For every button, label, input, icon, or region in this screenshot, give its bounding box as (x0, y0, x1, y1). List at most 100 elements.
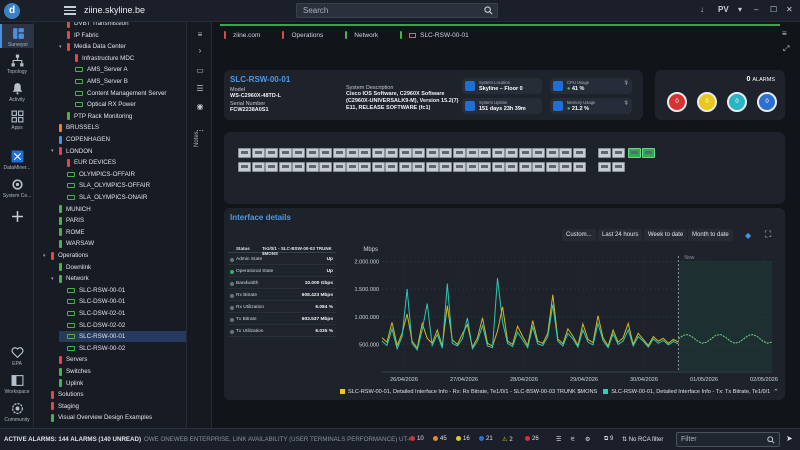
tree-item[interactable]: BRUSSELS (51, 122, 186, 133)
switch-port[interactable] (251, 162, 265, 172)
switch-port[interactable] (398, 148, 412, 158)
switch-port[interactable] (598, 162, 611, 172)
tree-item[interactable]: Uplink (51, 378, 186, 389)
switch-port[interactable] (425, 162, 439, 172)
tree-item[interactable]: Solutions (43, 389, 186, 400)
list-icon[interactable]: ☰ (196, 84, 204, 93)
legend-item[interactable]: SLC-RSW-00-01, Detailed Interface Info -… (340, 389, 597, 395)
severity-count[interactable]: ⚠ 2 (502, 436, 513, 443)
rail-community[interactable]: Community (0, 402, 34, 423)
series-line-tx[interactable] (381, 278, 679, 352)
switch-port[interactable] (572, 148, 586, 158)
rail-apps[interactable]: Apps (0, 110, 34, 131)
breadcrumb-item[interactable]: Operations (282, 31, 323, 39)
rca-filter[interactable]: ⇅ No RCA filter (622, 437, 664, 443)
switch-port[interactable] (319, 162, 332, 172)
switch-port[interactable] (319, 148, 332, 158)
monitor-icon[interactable]: ▭ (196, 66, 204, 75)
tree-item[interactable]: SLC-DSW-02-02 (59, 320, 186, 331)
tag-count[interactable]: ⧉ 9 (604, 436, 614, 442)
tree-item[interactable]: ▾ LONDON (51, 146, 186, 157)
switch-port[interactable] (371, 162, 385, 172)
time-range-button[interactable]: Month to date (688, 229, 733, 241)
tree-item[interactable]: SLA_OLYMPICS-ONAIR (59, 192, 186, 203)
user-avatar[interactable]: PV (718, 5, 729, 14)
tree-item[interactable]: MUNICH (51, 204, 186, 215)
switch-port[interactable] (559, 162, 572, 172)
rail-activity[interactable]: Activity (0, 82, 34, 103)
switch-port[interactable] (505, 162, 518, 172)
list-view-icon[interactable]: ☰ (556, 437, 562, 443)
tree-item[interactable]: SLC-RSW-00-02 (59, 343, 186, 354)
hamburger-menu-icon[interactable] (64, 4, 76, 16)
tree-item[interactable]: SLC-DSW-02-01 (59, 308, 186, 319)
switch-port-uplink[interactable] (641, 148, 655, 158)
chevron-down-icon[interactable]: ▾ (59, 43, 62, 50)
switch-port[interactable] (518, 162, 532, 172)
switch-port[interactable] (452, 148, 466, 158)
menu-icon[interactable]: ≡ (782, 29, 787, 38)
switch-port-uplink[interactable] (628, 148, 641, 158)
switch-port[interactable] (425, 148, 439, 158)
tree-item[interactable]: SLC-DSW-00-01 (59, 296, 186, 307)
switch-port[interactable] (611, 162, 625, 172)
alarm-warning-button[interactable]: 0 (757, 92, 777, 112)
severity-count[interactable]: 10 (410, 436, 424, 442)
breadcrumb-item[interactable]: ziine.com (224, 31, 260, 39)
expand-icon[interactable]: ⤢ (783, 44, 790, 53)
switch-port[interactable] (332, 162, 346, 172)
legend-item[interactable]: SLC-RSW-00-01, Detailed Interface Info -… (603, 389, 770, 395)
alarm-minor-button[interactable]: 0 (727, 92, 747, 112)
switch-port[interactable] (439, 148, 452, 158)
chevron-right-icon[interactable]: › (198, 46, 202, 55)
switch-port[interactable] (611, 148, 625, 158)
switch-port[interactable] (398, 162, 412, 172)
switch-port[interactable] (518, 148, 532, 158)
switch-port[interactable] (278, 162, 292, 172)
severity-count[interactable]: 26 (525, 436, 539, 442)
severity-count[interactable]: 16 (456, 436, 470, 442)
breadcrumb-item[interactable]: Network (345, 31, 378, 39)
tree-item[interactable]: Staging (43, 401, 186, 412)
switch-port[interactable] (439, 162, 452, 172)
pin-icon[interactable]: ◆ (745, 231, 752, 240)
chevron-down-icon[interactable]: ▾ (51, 148, 54, 155)
switch-port[interactable] (238, 162, 251, 172)
search-icon[interactable] (767, 436, 775, 444)
switch-port[interactable] (278, 148, 292, 158)
tree-item[interactable]: EUR DEVICES (59, 157, 186, 168)
switch-port[interactable] (532, 148, 545, 158)
trend-icon[interactable]: ⫩ (624, 101, 628, 107)
switch-port[interactable] (505, 148, 518, 158)
tree-item[interactable]: Content Management Server (67, 88, 186, 99)
switch-port[interactable] (412, 148, 425, 158)
switch-port[interactable] (332, 148, 346, 158)
breadcrumb-item[interactable]: SLC-RSW-00-01 (400, 31, 469, 39)
switch-port[interactable] (598, 148, 611, 158)
trend-icon[interactable]: ⫩ (624, 81, 628, 87)
rail-add[interactable] (0, 210, 34, 223)
bitrate-chart[interactable]: Mbps 2.000.000 1.500.000 1.000.000 500.000 26… (340, 244, 780, 394)
alarm-critical-button[interactable]: 0 (667, 92, 687, 112)
close-icon[interactable]: ✕ (786, 5, 793, 14)
tree-item[interactable]: ▾ Network (51, 273, 186, 284)
tree-item[interactable]: ▾ Operations (43, 250, 186, 261)
switch-port[interactable] (371, 148, 385, 158)
surveyor-tree[interactable]: DVBT Transmission IP Fabric ▾ Media Data Ce… (35, 22, 187, 428)
tree-item[interactable]: PARIS (51, 215, 186, 226)
switch-port[interactable] (265, 162, 278, 172)
app-logo[interactable]: d (4, 3, 20, 19)
filter-input[interactable]: Filter (676, 432, 780, 447)
notes-tab[interactable]: Notes (194, 131, 200, 147)
search-icon[interactable] (484, 6, 493, 15)
rail-system-center[interactable]: System Ce... (0, 178, 34, 199)
chevron-down-icon[interactable]: ▾ (738, 5, 743, 14)
tree-item[interactable]: Downlink (51, 262, 186, 273)
tree-item[interactable]: DVBT Transmission (59, 22, 186, 29)
switch-port[interactable] (358, 162, 371, 172)
tree-item[interactable]: WARSAW (51, 238, 186, 249)
switch-port[interactable] (545, 162, 559, 172)
switch-port[interactable] (545, 148, 559, 158)
switch-port[interactable] (385, 162, 398, 172)
severity-count[interactable]: 45 (433, 436, 447, 442)
